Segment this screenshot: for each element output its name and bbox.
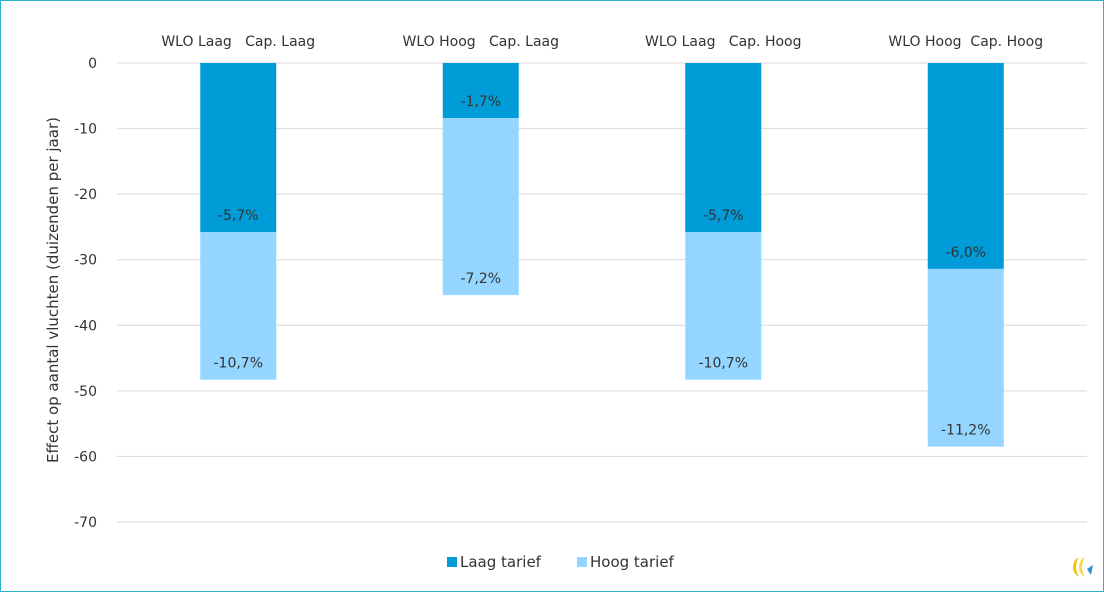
gridlines [117, 62, 1087, 523]
bar-segment [200, 63, 277, 233]
bar-segment [927, 268, 1004, 447]
y-tick-label: -70 [74, 515, 97, 531]
y-tick-label: -10 [74, 122, 97, 138]
data-label: -7,2% [460, 271, 501, 287]
data-label: -5,7% [703, 208, 744, 224]
legend-label: Hoog tarief [590, 553, 675, 571]
y-axis-ticks: 0 -10 -20 -30 -40 -50 -60 -70 [74, 56, 97, 531]
data-label: -6,0% [945, 245, 986, 261]
category-label: WLO Hoog Cap. Laag [403, 34, 560, 50]
data-label: -10,7% [698, 356, 748, 372]
data-label: -5,7% [218, 208, 259, 224]
y-tick-label: -30 [74, 253, 97, 269]
category-label: WLO Laag Cap. Laag [161, 34, 315, 50]
legend: Laag tarief Hoog tarief [447, 553, 675, 571]
data-labels: -5,7% -10,7% -1,7% -7,2% -5,7% -10,7% -6,0% -11… [213, 94, 990, 439]
y-tick-label: -60 [74, 449, 97, 465]
category-labels: WLO Laag Cap. Laag WLO Hoog Cap. Laag WLO … [161, 34, 1043, 50]
legend-swatch [577, 557, 587, 567]
legend-swatch [447, 557, 457, 567]
category-label: WLO Hoog Cap. Hoog [888, 34, 1043, 50]
brand-logo-icon [1073, 557, 1093, 577]
bar-segment [927, 63, 1004, 269]
category-label: WLO Laag Cap. Hoog [645, 34, 802, 50]
data-label: -1,7% [460, 94, 501, 110]
bar-segment [685, 63, 762, 233]
y-tick-label: -40 [74, 318, 97, 334]
bars [200, 63, 1004, 447]
y-tick-label: -50 [74, 384, 97, 400]
y-tick-label: -20 [74, 187, 97, 203]
data-label: -10,7% [213, 356, 263, 372]
bar-segment [442, 63, 519, 119]
legend-label: Laag tarief [460, 553, 542, 571]
y-tick-label: 0 [88, 56, 97, 72]
bar-segment [685, 232, 762, 380]
data-label: -11,2% [941, 423, 991, 439]
bar-segment [442, 118, 519, 296]
y-axis-title: Effect op aantal vluchten (duizenden per… [44, 117, 62, 463]
bar-segment [200, 232, 277, 380]
